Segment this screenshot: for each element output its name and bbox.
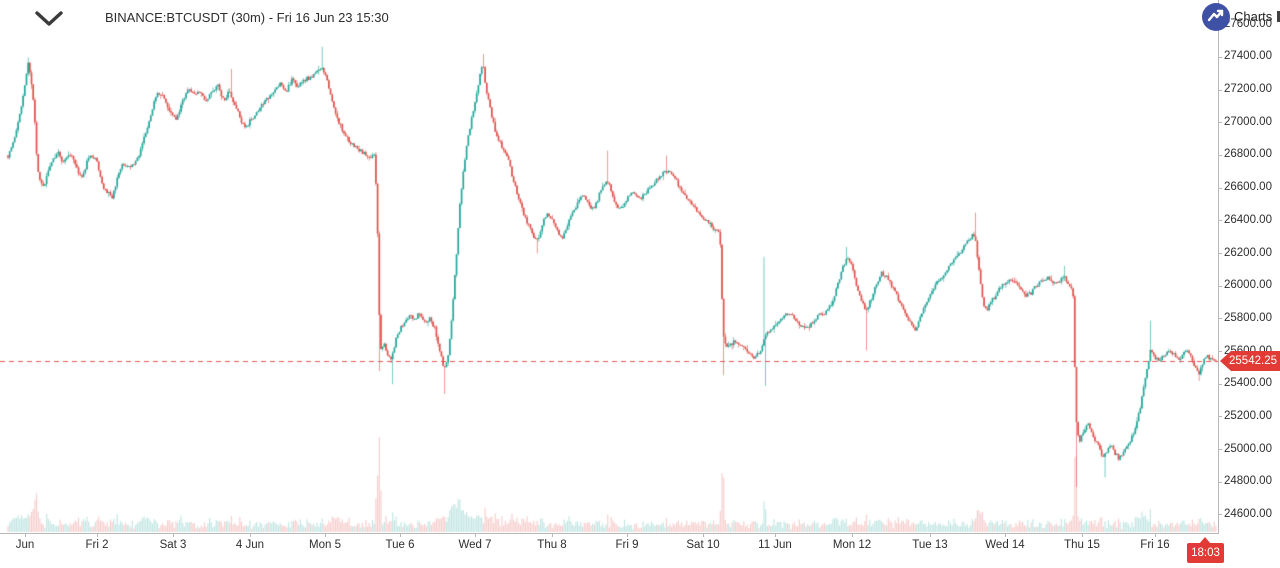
last-price-tag: 25542.25 [1220, 351, 1280, 371]
time-tick-mark [627, 533, 628, 537]
time-tick-mark [325, 533, 326, 537]
price-tick-label: 27400.00 [1224, 50, 1272, 63]
time-tick-mark [1005, 533, 1006, 537]
time-tick-mark [173, 533, 174, 537]
time-tick-label: Tue 13 [912, 539, 948, 551]
time-tick-mark [552, 533, 553, 537]
time-tick-mark [703, 533, 704, 537]
price-tick-label: 27200.00 [1224, 83, 1272, 96]
time-axis-line [0, 533, 1219, 534]
time-tick-mark [25, 533, 26, 537]
time-tick-label: Thu 8 [537, 539, 567, 551]
price-tick-mark [1218, 449, 1222, 450]
time-tick-label: Wed 14 [985, 539, 1025, 551]
candlestick-canvas[interactable] [0, 0, 1218, 533]
price-tick-label: 26400.00 [1224, 213, 1272, 226]
time-tick-label: Mon 5 [309, 539, 341, 551]
time-tick-mark [852, 533, 853, 537]
price-tick-mark [1218, 90, 1222, 91]
time-tick-label: Fri 16 [1140, 539, 1170, 551]
time-tick-label: Sat 3 [159, 539, 187, 551]
time-tick-mark [1155, 533, 1156, 537]
time-tick-label: Fri 9 [615, 539, 639, 551]
price-tick-mark [1218, 286, 1222, 287]
time-tick-label: 11 Jun [758, 539, 792, 551]
price-tick-mark [1218, 188, 1222, 189]
clipped-glyph [1277, 11, 1280, 22]
time-tick-label: Thu 15 [1064, 539, 1100, 551]
price-tick-mark [1218, 220, 1222, 221]
price-tick-label: 26200.00 [1224, 246, 1272, 259]
time-tag-arrow [1199, 537, 1211, 544]
price-tick-label: 26000.00 [1224, 279, 1272, 292]
time-tick-label: Tue 6 [385, 539, 415, 551]
price-tick-mark [1218, 318, 1222, 319]
price-tick-mark [1218, 351, 1222, 352]
time-tick-mark [400, 533, 401, 537]
time-tick-mark [97, 533, 98, 537]
time-tick-label: Fri 2 [85, 539, 109, 551]
time-tick-label: 4 Jun [235, 539, 265, 551]
time-tick-label: Jun [15, 539, 35, 551]
time-tick-mark [475, 533, 476, 537]
price-tick-label: 25800.00 [1224, 311, 1272, 324]
price-tick-label: 25400.00 [1224, 377, 1272, 390]
chevron-down-icon[interactable] [34, 9, 64, 29]
price-tick-label: 27000.00 [1224, 115, 1272, 128]
time-tick-mark [775, 533, 776, 537]
charts-logo-icon[interactable] [1202, 3, 1230, 31]
time-tick-mark [930, 533, 931, 537]
price-tick-label: 26600.00 [1224, 181, 1272, 194]
price-axis-line [1218, 0, 1219, 533]
symbol-title: BINANCE:BTCUSDT (30m) - Fri 16 Jun 23 15… [105, 10, 389, 25]
time-tick-label: Mon 12 [832, 539, 872, 551]
price-tick-label: 27600.00 [1224, 17, 1272, 30]
time-tick-label: Sat 10 [686, 539, 720, 551]
price-tick-label: 25200.00 [1224, 409, 1272, 422]
price-tick-label: 26800.00 [1224, 148, 1272, 161]
price-tick-mark [1218, 122, 1222, 123]
time-marker-tag: 18:03 [1187, 543, 1224, 563]
time-tick-mark [250, 533, 251, 537]
price-tick-mark [1218, 482, 1222, 483]
price-tick-mark [1218, 57, 1222, 58]
price-tick-mark [1218, 514, 1222, 515]
price-tick-mark [1218, 253, 1222, 254]
price-tick-mark [1218, 384, 1222, 385]
time-tick-label: Wed 7 [458, 539, 492, 551]
price-tick-mark [1218, 155, 1222, 156]
price-tick-mark [1218, 416, 1222, 417]
time-tick-mark [1082, 533, 1083, 537]
charts-logo-label[interactable]: Charts [1234, 9, 1273, 24]
price-tick-label: 24600.00 [1224, 507, 1272, 520]
price-tick-label: 25000.00 [1224, 442, 1272, 455]
price-tick-label: 24800.00 [1224, 475, 1272, 488]
